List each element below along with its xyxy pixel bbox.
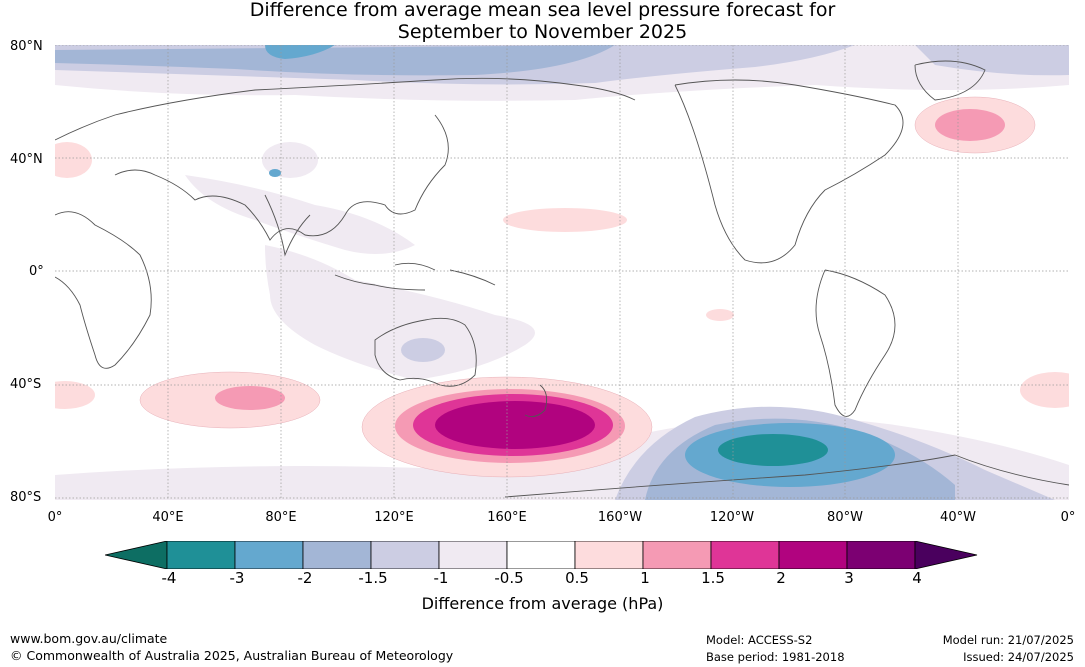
contour-satl-05 bbox=[55, 381, 95, 409]
map-title-line1: Difference from average mean sea level p… bbox=[249, 0, 836, 21]
graticule bbox=[55, 45, 1069, 500]
lon-label-120e: 120°E bbox=[374, 510, 414, 525]
lon-label-160e: 160°E bbox=[487, 510, 527, 525]
colorbar-tick: 1.5 bbox=[701, 569, 725, 587]
colorbar-tick: 0.5 bbox=[565, 569, 589, 587]
lon-label-160w: 160°W bbox=[597, 510, 643, 525]
footer-issued: Issued: 24/07/2025 bbox=[963, 650, 1074, 664]
colorbar-tick: 4 bbox=[912, 569, 922, 587]
contour-satl2-05 bbox=[1020, 372, 1069, 408]
contour-antarctic-minus3 bbox=[718, 434, 828, 466]
colorbar-tick: -3 bbox=[229, 569, 245, 587]
lat-label-0: 0° bbox=[29, 264, 44, 279]
lat-label-40s: 40°S bbox=[10, 377, 42, 392]
lon-label-80w: 80°W bbox=[827, 510, 863, 525]
coast-antarctica bbox=[504, 454, 1069, 498]
coast-australia bbox=[374, 317, 477, 387]
footer-base-period: Base period: 1981-2018 bbox=[706, 650, 845, 664]
contour-aus-minus05 bbox=[401, 338, 445, 362]
contour-arctic-right bbox=[915, 45, 1069, 76]
colorbar-label: Difference from average (hPa) bbox=[421, 594, 664, 613]
footer-model-run: Model run: 21/07/2025 bbox=[942, 633, 1074, 647]
footer-model: Model: ACCESS-S2 bbox=[706, 633, 813, 647]
lon-label-120w: 120°W bbox=[709, 510, 755, 525]
contour-sepac-05 bbox=[706, 309, 734, 321]
colorbar bbox=[105, 541, 978, 569]
colorbar-segment bbox=[166, 541, 236, 569]
contour-sio-1 bbox=[215, 386, 285, 410]
contour-asia-light bbox=[185, 175, 415, 254]
colorbar-tick: 2 bbox=[776, 569, 786, 587]
colorbar-extend-high bbox=[914, 541, 978, 569]
lon-label-80e: 80°E bbox=[265, 510, 297, 525]
colorbar-tick: -4 bbox=[161, 569, 177, 587]
coast-newzealand bbox=[524, 384, 548, 418]
colorbar-segment bbox=[574, 541, 644, 569]
colorbar-segment bbox=[642, 541, 712, 569]
colorbar-segment bbox=[302, 541, 372, 569]
pressure-anomaly-map bbox=[55, 45, 1069, 500]
coast-northamerica bbox=[674, 79, 904, 264]
contour-npac-05 bbox=[503, 208, 627, 232]
coast-southamerica bbox=[815, 269, 896, 417]
lon-label-0: 0° bbox=[47, 510, 63, 525]
colorbar-tick: -0.5 bbox=[494, 569, 524, 587]
colorbar-tick: -2 bbox=[297, 569, 313, 587]
contour-asia-small bbox=[262, 142, 318, 178]
colorbar-segment bbox=[778, 541, 848, 569]
lat-label-80s: 80°S bbox=[10, 490, 42, 505]
footer-website[interactable]: www.bom.gov.au/climate bbox=[10, 631, 168, 646]
contour-europe-05 bbox=[55, 142, 92, 178]
footer-copyright: © Commonwealth of Australia 2025, Austra… bbox=[10, 648, 454, 663]
coast-greenland bbox=[914, 60, 986, 101]
lon-label-40w: 40°W bbox=[940, 510, 976, 525]
contour-indo-light bbox=[265, 245, 535, 380]
colorbar-segment bbox=[846, 541, 916, 569]
lon-label-0-right: 0° bbox=[1060, 510, 1076, 525]
colorbar-extend-low bbox=[105, 541, 168, 569]
contour-arctic-minus15 bbox=[55, 45, 615, 76]
colorbar-segment bbox=[370, 541, 440, 569]
contour-arctic-minus2 bbox=[265, 45, 335, 59]
map-title-line2: September to November 2025 bbox=[397, 21, 688, 43]
coast-india bbox=[264, 194, 311, 257]
coastlines bbox=[55, 60, 1069, 498]
colorbar-segment bbox=[710, 541, 780, 569]
colorbar-tick: 3 bbox=[844, 569, 854, 587]
contour-spac-2 bbox=[435, 401, 595, 449]
colorbar-tick: -1.5 bbox=[358, 569, 388, 587]
colorbar-segment bbox=[438, 541, 508, 569]
lat-label-80n: 80°N bbox=[10, 39, 43, 54]
colorbar-segment bbox=[234, 541, 304, 569]
colorbar-tick: -1 bbox=[433, 569, 449, 587]
lat-label-40n: 40°N bbox=[10, 152, 43, 167]
contour-asia-minus1 bbox=[269, 169, 281, 177]
lon-label-40e: 40°E bbox=[152, 510, 184, 525]
colorbar-segment bbox=[506, 541, 576, 569]
coast-africa bbox=[55, 211, 152, 369]
colorbar-tick: 1 bbox=[640, 569, 650, 587]
coast-eurasia bbox=[55, 77, 636, 241]
contour-natl-1 bbox=[935, 109, 1005, 141]
